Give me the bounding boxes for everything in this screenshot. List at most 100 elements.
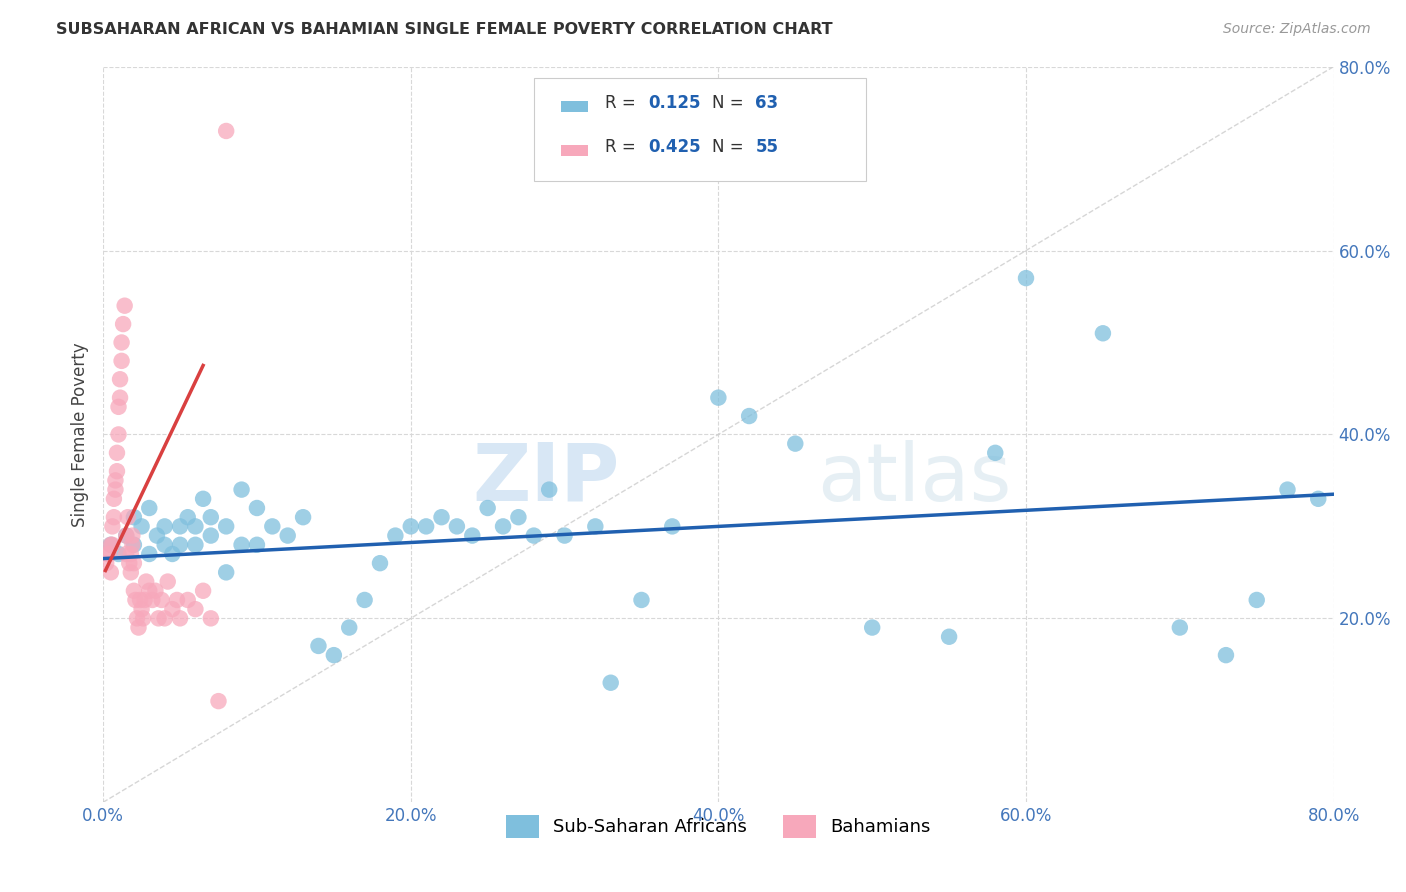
Point bbox=[1246, 593, 1268, 607]
Point bbox=[630, 593, 652, 607]
Point bbox=[353, 593, 375, 607]
Point bbox=[169, 611, 191, 625]
Point bbox=[1168, 621, 1191, 635]
Text: N =: N = bbox=[713, 137, 749, 156]
Point bbox=[96, 556, 118, 570]
Point bbox=[215, 519, 238, 533]
Point bbox=[292, 510, 315, 524]
Point bbox=[110, 354, 132, 368]
Point bbox=[785, 436, 807, 450]
Text: 0.425: 0.425 bbox=[648, 137, 700, 156]
Point bbox=[138, 583, 160, 598]
Legend: Sub-Saharan Africans, Bahamians: Sub-Saharan Africans, Bahamians bbox=[499, 808, 938, 845]
Point bbox=[554, 528, 576, 542]
Point bbox=[166, 593, 188, 607]
FancyBboxPatch shape bbox=[561, 101, 588, 112]
Point bbox=[1308, 491, 1330, 506]
Point bbox=[135, 574, 157, 589]
Point bbox=[107, 400, 129, 414]
Point bbox=[984, 446, 1007, 460]
Point bbox=[523, 528, 546, 542]
Point bbox=[508, 510, 530, 524]
Point bbox=[477, 501, 499, 516]
FancyBboxPatch shape bbox=[561, 145, 588, 156]
Point bbox=[110, 335, 132, 350]
Point bbox=[184, 602, 207, 616]
Point bbox=[246, 501, 269, 516]
Point bbox=[112, 317, 135, 331]
Text: N =: N = bbox=[713, 94, 749, 112]
Text: 55: 55 bbox=[755, 137, 779, 156]
Text: R =: R = bbox=[605, 137, 641, 156]
Point bbox=[107, 427, 129, 442]
Point bbox=[262, 519, 284, 533]
Point bbox=[104, 483, 127, 497]
Point bbox=[115, 528, 138, 542]
Point bbox=[98, 547, 121, 561]
Point bbox=[277, 528, 299, 542]
Point bbox=[134, 593, 156, 607]
Point bbox=[661, 519, 683, 533]
Point bbox=[492, 519, 515, 533]
Point bbox=[538, 483, 561, 497]
Point bbox=[108, 372, 131, 386]
Point bbox=[125, 611, 148, 625]
Point bbox=[108, 391, 131, 405]
Point bbox=[122, 538, 145, 552]
Point bbox=[121, 538, 143, 552]
Point bbox=[177, 593, 200, 607]
Point bbox=[115, 547, 138, 561]
Point bbox=[122, 556, 145, 570]
Point bbox=[308, 639, 330, 653]
Point bbox=[184, 519, 207, 533]
Point bbox=[153, 519, 176, 533]
Point bbox=[100, 538, 122, 552]
Point bbox=[191, 583, 214, 598]
Point bbox=[200, 510, 222, 524]
Point bbox=[122, 510, 145, 524]
Point bbox=[121, 528, 143, 542]
Point bbox=[599, 675, 621, 690]
Text: ZIP: ZIP bbox=[472, 440, 620, 517]
Text: R =: R = bbox=[605, 94, 641, 112]
Point bbox=[148, 611, 170, 625]
Point bbox=[131, 519, 153, 533]
Point bbox=[461, 528, 484, 542]
Point bbox=[101, 519, 124, 533]
Point bbox=[153, 611, 176, 625]
Point bbox=[101, 538, 124, 552]
Point bbox=[938, 630, 960, 644]
Point bbox=[231, 483, 253, 497]
Point bbox=[118, 556, 141, 570]
Point bbox=[131, 602, 153, 616]
Point bbox=[162, 602, 184, 616]
Point bbox=[1215, 648, 1237, 662]
Point bbox=[215, 566, 238, 580]
Point bbox=[120, 547, 142, 561]
Point bbox=[169, 519, 191, 533]
Point bbox=[105, 464, 128, 478]
Point bbox=[207, 694, 229, 708]
Point bbox=[860, 621, 883, 635]
Text: 0.125: 0.125 bbox=[648, 94, 700, 112]
Point bbox=[368, 556, 391, 570]
Point bbox=[1091, 326, 1114, 341]
Point bbox=[177, 510, 200, 524]
FancyBboxPatch shape bbox=[534, 78, 866, 180]
Point bbox=[162, 547, 184, 561]
Point bbox=[120, 566, 142, 580]
Point bbox=[100, 538, 122, 552]
Point bbox=[141, 593, 163, 607]
Point bbox=[322, 648, 344, 662]
Point bbox=[215, 124, 238, 138]
Text: SUBSAHARAN AFRICAN VS BAHAMIAN SINGLE FEMALE POVERTY CORRELATION CHART: SUBSAHARAN AFRICAN VS BAHAMIAN SINGLE FE… bbox=[56, 22, 832, 37]
Point bbox=[231, 538, 253, 552]
Point bbox=[138, 547, 160, 561]
Point bbox=[246, 538, 269, 552]
Point bbox=[384, 528, 406, 542]
Point bbox=[104, 474, 127, 488]
Y-axis label: Single Female Poverty: Single Female Poverty bbox=[72, 343, 89, 527]
Point bbox=[337, 621, 360, 635]
Point bbox=[117, 510, 139, 524]
Point bbox=[114, 299, 136, 313]
